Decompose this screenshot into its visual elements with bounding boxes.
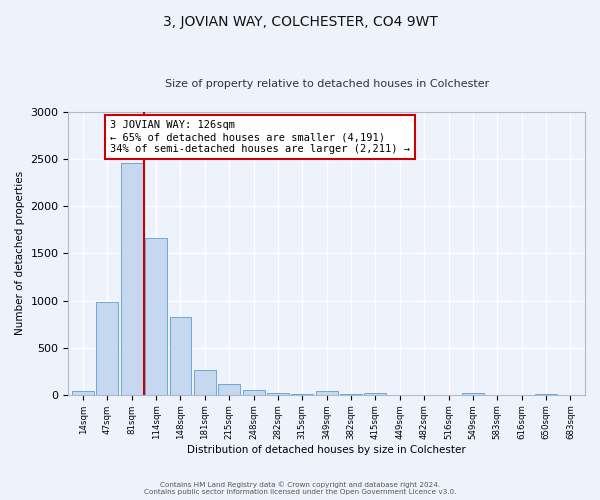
Text: 3, JOVIAN WAY, COLCHESTER, CO4 9WT: 3, JOVIAN WAY, COLCHESTER, CO4 9WT [163,15,437,29]
Bar [97,302,118,395]
Bar [316,392,338,395]
X-axis label: Distribution of detached houses by size in Colchester: Distribution of detached houses by size … [187,445,466,455]
Bar [218,384,240,395]
Text: 3 JOVIAN WAY: 126sqm
← 65% of detached houses are smaller (4,191)
34% of semi-de: 3 JOVIAN WAY: 126sqm ← 65% of detached h… [110,120,410,154]
Bar [364,393,386,395]
Bar [170,316,191,395]
Bar [242,390,265,395]
Bar [267,393,289,395]
Bar [462,394,484,395]
Bar [121,163,143,395]
Y-axis label: Number of detached properties: Number of detached properties [15,172,25,336]
Bar [72,391,94,395]
Bar [145,238,167,395]
Bar [194,370,216,395]
Title: Size of property relative to detached houses in Colchester: Size of property relative to detached ho… [164,79,489,89]
Text: Contains HM Land Registry data © Crown copyright and database right 2024.
Contai: Contains HM Land Registry data © Crown c… [144,482,456,495]
